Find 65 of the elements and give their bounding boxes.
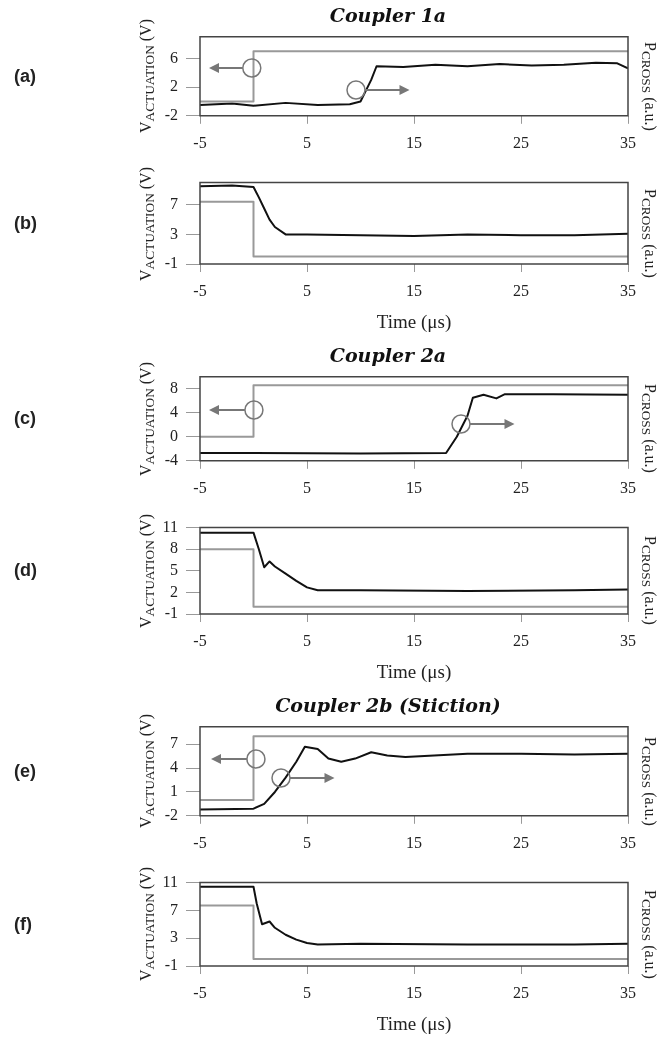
x-tick-label: 5 (303, 281, 311, 299)
x-tick-label: -5 (193, 281, 207, 299)
x-tick-label: 5 (303, 983, 311, 1001)
y-tick-label: 4 (170, 758, 178, 776)
x-tick-label: 5 (303, 631, 311, 649)
x-tick-label: 5 (303, 833, 311, 851)
y-tick-label: 0 (170, 427, 178, 444)
x-tick-label: -5 (193, 631, 207, 649)
x-axis-title: Time (μs) (376, 310, 452, 333)
x-tick-label: 15 (406, 833, 422, 851)
x-tick-label: -5 (193, 133, 207, 151)
x-tick-label: 15 (406, 133, 422, 151)
y-tick-label: 1 (170, 782, 178, 800)
text: (a) (14, 65, 36, 87)
y-tick-label: 6 (170, 48, 178, 66)
y-tick-label: 8 (170, 539, 178, 557)
x-tick-label: 35 (620, 478, 636, 496)
text: (f) (14, 913, 32, 935)
y-tick-label: -1 (164, 254, 178, 272)
x-tick-label: 35 (620, 631, 636, 649)
x-tick-label: 25 (513, 983, 529, 1001)
chart-title: Coupler 1a (329, 4, 447, 27)
x-tick-label: 15 (406, 631, 422, 649)
x-tick-label: 5 (303, 478, 311, 496)
x-tick-label: -5 (193, 833, 207, 851)
text: (e) (14, 760, 36, 782)
y-tick-label: 3 (170, 928, 178, 946)
x-tick-label: 25 (513, 133, 529, 151)
x-tick-label: -5 (193, 983, 207, 1001)
x-tick-label: 35 (620, 833, 636, 851)
x-tick-label: 35 (620, 133, 636, 151)
x-tick-label: 25 (513, 631, 529, 649)
y-tick-label: 2 (170, 77, 178, 95)
y-tick-label: 5 (170, 561, 178, 578)
x-axis-title: Time (μs) (376, 660, 452, 683)
x-tick-label: -5 (193, 478, 207, 496)
y-tick-label: -1 (164, 956, 178, 974)
x-tick-label: 25 (513, 281, 529, 299)
text: (c) (14, 408, 36, 430)
x-tick-label: 15 (406, 983, 422, 1001)
text: (d) (14, 560, 37, 582)
x-tick-label: 25 (513, 478, 529, 496)
x-tick-label: 35 (620, 281, 636, 299)
text: (b) (14, 212, 37, 234)
y-tick-label: 4 (170, 403, 178, 420)
y-tick-label: -2 (164, 106, 178, 123)
y-tick-label: 7 (170, 195, 178, 212)
x-tick-label: 5 (303, 133, 311, 151)
x-axis-title: Time (μs) (376, 1012, 452, 1035)
y-tick-label: 7 (170, 900, 178, 918)
y-tick-label: 11 (162, 517, 178, 535)
y-tick-label: 7 (170, 734, 178, 752)
chart-title: Coupler 2b (Stiction) (275, 694, 501, 717)
x-tick-label: 35 (620, 983, 636, 1001)
y-tick-label: 11 (162, 872, 178, 890)
y-tick-label: 2 (170, 582, 178, 600)
y-tick-label: -2 (164, 806, 178, 823)
chart-title: Coupler 2a (329, 344, 447, 367)
x-tick-label: 15 (406, 281, 422, 299)
x-tick-label: 15 (406, 478, 422, 496)
y-tick-label: -4 (164, 451, 178, 468)
x-tick-label: 25 (513, 833, 529, 851)
y-tick-label: -1 (164, 604, 178, 622)
y-tick-label: 3 (170, 224, 178, 242)
y-tick-label: 8 (170, 379, 178, 396)
